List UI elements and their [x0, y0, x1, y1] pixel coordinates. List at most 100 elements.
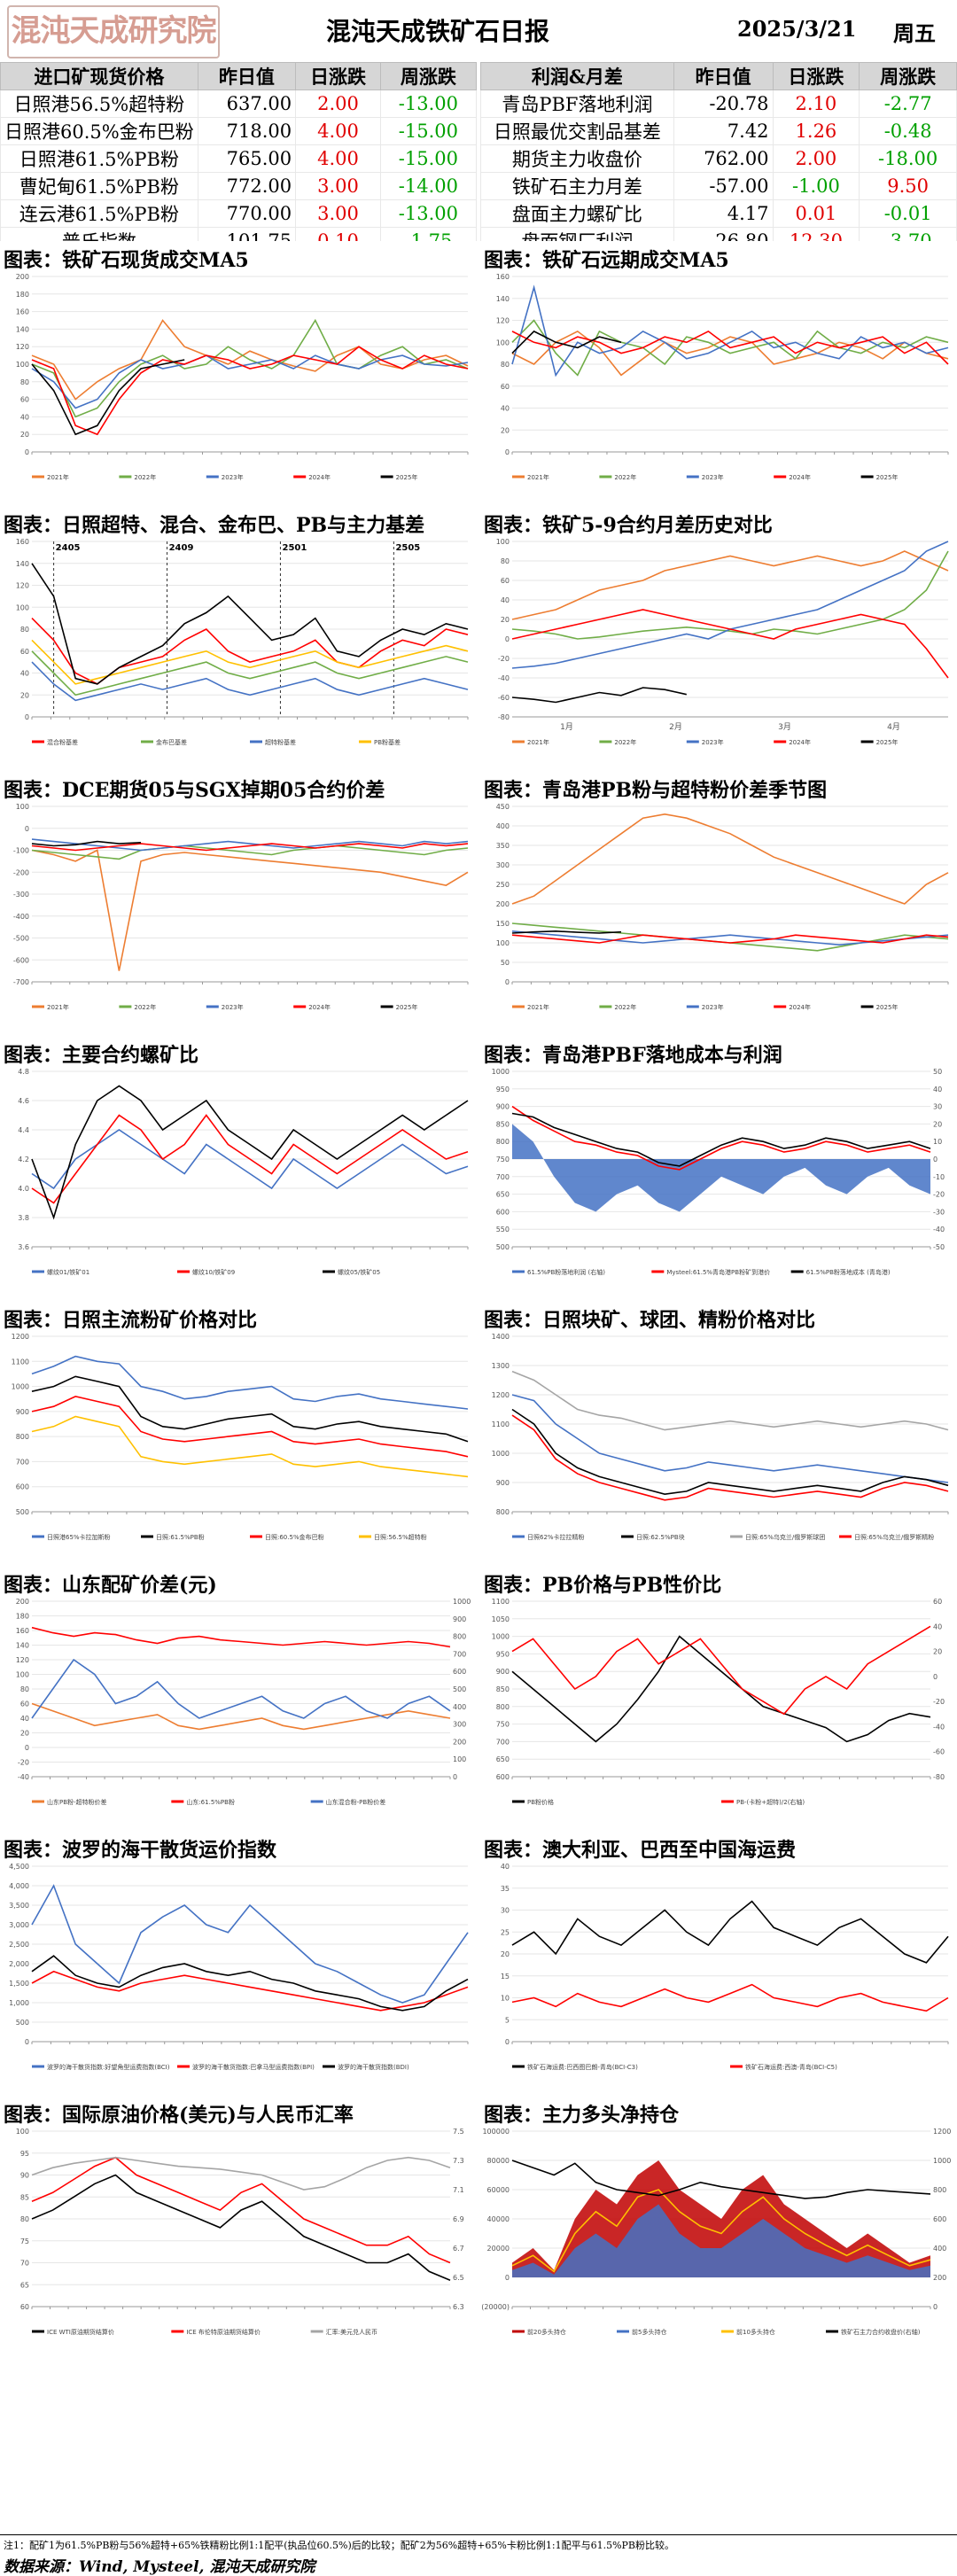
report-date: 2025/3/21	[737, 16, 857, 42]
series-line	[511, 609, 949, 679]
change-cell: -14.00	[379, 172, 478, 200]
chart-panel: 图表：PB价格与PB性价比 600 650 700 750 800 850 900 950 100…	[480, 1566, 957, 1830]
series-line	[511, 1414, 949, 1501]
table-row: 日照最优交割品基差 7.42 1.26 -0.48	[480, 117, 957, 145]
y-tick-label: 800	[496, 1138, 510, 1146]
x-tick-label: 3月	[778, 722, 791, 732]
chart-title: 图表：青岛港PB粉与超特粉价差季节图	[484, 779, 828, 802]
table-row: 期货主力收盘价 762.00 2.00 -18.00	[480, 144, 957, 173]
legend-label: 铁矿石主力合约收盘价(右轴)	[841, 2328, 921, 2336]
y2-tick-label: 0	[933, 2303, 938, 2311]
y-tick-label: -500	[13, 935, 29, 943]
y2-tick-label: -20	[933, 1191, 945, 1199]
legend-label: 2022年	[614, 738, 636, 746]
y-tick-label: 65	[20, 2281, 29, 2289]
y2-tick-label: 40	[933, 1086, 942, 1093]
value-cell: -20.78	[673, 89, 774, 118]
y-tick-label: 200	[16, 1598, 29, 1606]
chart-panel: 图表：波罗的海干散货运价指数 0 500 1,000 1,500 2,000 2,500 3,…	[0, 1831, 477, 2095]
legend-label: 日照:65%乌克兰/俄罗斯精粉	[854, 1533, 934, 1541]
chart-svg: 0 5 10 15 20 25 30 35 40 铁矿石海运费:巴西图巴朗-青岛(BCI-C3) 铁…	[501, 1863, 949, 2071]
y-tick-label: 25	[501, 1928, 510, 1936]
y2-tick-label: 6.5	[453, 2274, 464, 2282]
footer-divider	[0, 2534, 957, 2535]
y2-tick-label: 0	[933, 1156, 938, 1163]
series-line	[31, 1626, 451, 1648]
y-tick-label: 20	[20, 431, 29, 439]
y2-tick-label: 200	[933, 2274, 946, 2282]
chart-svg: -80 -60 -40 -20 0 20 40 60 80 100 1月 2月 3月 4月 2021年 202…	[496, 538, 949, 746]
y2-tick-label: 20	[933, 1648, 942, 1656]
y-tick-label: 60	[20, 1700, 29, 1708]
y-tick-label: 80	[501, 557, 510, 565]
y-tick-label: 3,000	[9, 1921, 29, 1929]
chart-svg: 0 500 1,000 1,500 2,000 2,500 3,000 3,500 4,000 4…	[9, 1863, 469, 2071]
legend-label: 日照:65%乌克兰/俄罗斯球团	[745, 1533, 825, 1541]
table-row: 日照港60.5%金布巴粉 718.00 4.00 -15.00	[0, 117, 478, 145]
series-line	[511, 687, 687, 704]
legend-label: 日照:61.5%PB粉	[156, 1533, 205, 1541]
report-footer: 注1：配矿1为61.5%PB粉与56%超特+65%铁精粉比例1:1配平(执品位6…	[0, 2536, 957, 2576]
change-cell: 3.00	[295, 172, 381, 200]
chart-svg: 5005506006507007508008509009501000-50-40…	[492, 1068, 945, 1276]
y-tick-label: 3.8	[18, 1214, 29, 1222]
series-line	[511, 284, 949, 377]
y2-tick-label: 1000	[933, 2157, 951, 2165]
legend-label: 2021年	[527, 1003, 549, 1011]
y-tick-label: 0	[25, 448, 29, 456]
y-tick-label: 700	[496, 1173, 510, 1181]
series-line	[511, 330, 622, 354]
y2-tick-label: 20	[933, 1120, 942, 1128]
y2-tick-label: 7.1	[453, 2186, 464, 2194]
chart-title: 图表：青岛港PBF落地成本与利润	[484, 1044, 782, 1067]
column-header: 日涨跌	[295, 62, 381, 90]
row-label: 铁矿石主力月差	[480, 172, 674, 200]
y2-tick-label: 500	[453, 1685, 466, 1693]
value-cell: 765.00	[197, 144, 297, 173]
y-tick-label: 450	[496, 803, 510, 811]
y2-tick-label: 400	[453, 1703, 466, 1711]
value-cell: 718.00	[197, 117, 297, 145]
y2-tick-label: 1000	[453, 1598, 471, 1606]
y-tick-label: 0	[505, 635, 510, 643]
legend-label: 日照:62.5%PB块	[636, 1533, 685, 1541]
y-tick-label: 80	[20, 1685, 29, 1693]
y-tick-label: 60	[501, 577, 510, 585]
y-tick-label: 15	[501, 1973, 510, 1981]
legend-label: 2021年	[527, 738, 549, 746]
chart-panel: 图表：澳大利亚、巴西至中国海运费 0 5 10 15 20 25 30 35 40 铁矿石海运费:巴…	[480, 1831, 957, 2095]
series-line	[31, 650, 469, 697]
change-cell: 2.00	[772, 144, 860, 173]
y-tick-label: 0	[505, 2274, 510, 2282]
y-tick-label: 40	[501, 596, 510, 604]
table-row: 日照港56.5%超特粉 637.00 2.00 -13.00	[0, 89, 478, 118]
row-label: 日照港60.5%金布巴粉	[0, 117, 198, 145]
series-line	[31, 838, 469, 852]
change-cell: 2.10	[772, 89, 860, 118]
y-tick-label: 90	[20, 2172, 29, 2180]
chart-svg: -700 -600 -500 -400 -300 -200 -100 0 100 2021年 202…	[13, 803, 469, 1011]
y2-tick-label: 800	[453, 1633, 466, 1641]
y-tick-label: 10	[501, 1995, 510, 2003]
y-tick-label: -300	[13, 891, 29, 899]
chart-title: 图表：山东配矿价差(元)	[4, 1574, 217, 1597]
y-tick-label: 1000	[492, 1068, 510, 1076]
chart-title: 图表：铁矿5-9合约月差历史对比	[484, 514, 773, 537]
chart-panel: 图表：DCE期货05与SGX掉期05合约价差 -700 -600 -500 -400 -3…	[0, 771, 477, 1035]
legend-label: 2025年	[396, 473, 418, 481]
chart-title: 图表：日照超特、混合、金布巴、PB与主力基差	[4, 514, 425, 537]
series-line	[31, 843, 469, 852]
y-tick-label: 1200	[492, 1391, 510, 1399]
legend-label: 螺纹05/铁矿05	[338, 1268, 380, 1276]
y-tick-label: 900	[496, 1479, 510, 1487]
chart-title: 图表：DCE期货05与SGX掉期05合约价差	[4, 779, 385, 802]
series-line	[31, 661, 469, 702]
y-tick-label: 3.6	[18, 1243, 29, 1251]
y2-tick-label: -20	[933, 1698, 945, 1706]
y-tick-label: 100	[16, 361, 29, 369]
legend-label: 超特粉基差	[265, 738, 296, 746]
series-line	[31, 1658, 451, 1719]
column-header: 进口矿现货价格	[0, 62, 198, 90]
chart-title: 图表：铁矿石远期成交MA5	[484, 249, 729, 272]
y-tick-label: 1,000	[9, 1999, 29, 2007]
